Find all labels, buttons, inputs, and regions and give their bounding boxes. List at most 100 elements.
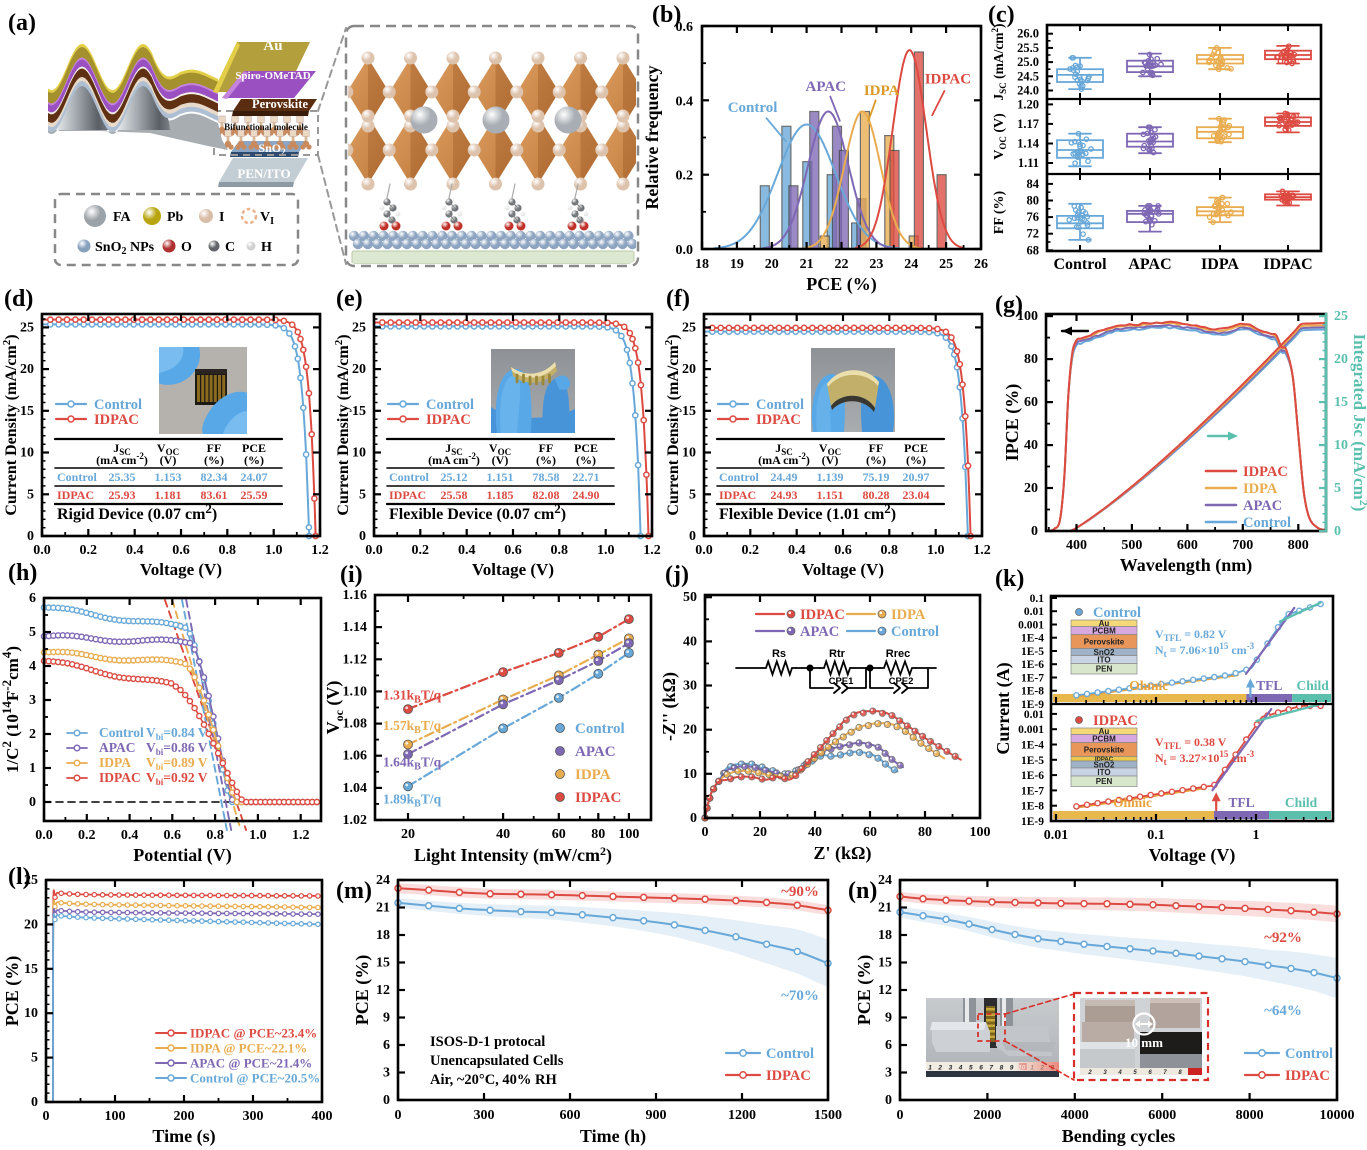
svg-text:1/C2 (1014F-2cm4): 1/C2 (1014F-2cm4) <box>0 646 22 773</box>
svg-text:15: 15 <box>20 404 34 419</box>
svg-text:IDPA: IDPA <box>575 767 611 783</box>
svg-text:21: 21 <box>878 901 892 916</box>
svg-text:0: 0 <box>383 1093 390 1108</box>
svg-text:Control: Control <box>719 470 759 484</box>
svg-text:Control: Control <box>426 397 474 413</box>
svg-text:25.35: 25.35 <box>109 470 136 484</box>
svg-text:23: 23 <box>869 257 883 272</box>
svg-text:0.1: 0.1 <box>1030 593 1045 605</box>
svg-text:Time (s): Time (s) <box>152 1126 215 1147</box>
svg-text:Current Density (mA/cm2): Current Density (mA/cm2) <box>333 334 352 515</box>
svg-text:20.97: 20.97 <box>903 470 930 484</box>
svg-text:24.49: 24.49 <box>771 470 798 484</box>
svg-text:IDPAC: IDPAC <box>94 412 139 428</box>
svg-text:IDPAC: IDPAC <box>719 488 756 502</box>
svg-text:600: 600 <box>1177 538 1198 553</box>
svg-text:Control: Control <box>57 470 97 484</box>
svg-text:Control: Control <box>94 397 142 413</box>
svg-text:Perovskite: Perovskite <box>252 97 308 111</box>
svg-text:O: O <box>181 240 192 255</box>
svg-text:(mA cm-2): (mA cm-2) <box>96 451 148 467</box>
svg-text:Unencapsulated Cells: Unencapsulated Cells <box>430 1053 564 1069</box>
svg-text:IDPAC: IDPAC <box>99 770 141 785</box>
svg-text:1: 1 <box>29 761 36 776</box>
svg-text:0.01: 0.01 <box>1044 828 1069 843</box>
svg-text:Control: Control <box>99 725 144 740</box>
svg-text:(%): (%) <box>866 453 886 467</box>
svg-text:24.93: 24.93 <box>771 488 798 502</box>
svg-text:Perovskite: Perovskite <box>1084 637 1125 646</box>
svg-text:4000: 4000 <box>1061 1108 1089 1123</box>
svg-text:25.5: 25.5 <box>1017 41 1039 55</box>
svg-text:19: 19 <box>730 257 744 272</box>
svg-text:1.0: 1.0 <box>265 543 283 558</box>
svg-text:APAC: APAC <box>99 740 136 755</box>
svg-text:6000: 6000 <box>1148 1108 1176 1123</box>
svg-text:PCE: PCE <box>904 441 928 455</box>
svg-text:0.6: 0.6 <box>172 543 190 558</box>
svg-text:0.01: 0.01 <box>1024 606 1044 618</box>
svg-text:Child: Child <box>1285 795 1318 810</box>
svg-text:25.0: 25.0 <box>1017 55 1039 69</box>
svg-text:(e): (e) <box>336 286 363 312</box>
svg-text:Flexible Device (1.01 cm2): Flexible Device (1.01 cm2) <box>719 501 896 523</box>
svg-text:FF: FF <box>869 441 884 455</box>
svg-text:0.0: 0.0 <box>676 243 694 258</box>
svg-text:600: 600 <box>560 1108 581 1123</box>
svg-text:~70%: ~70% <box>781 988 819 1004</box>
svg-text:100: 100 <box>970 825 991 840</box>
svg-text:400: 400 <box>1066 538 1087 553</box>
svg-text:100: 100 <box>105 1109 126 1124</box>
svg-text:0: 0 <box>702 825 709 840</box>
svg-text:80: 80 <box>591 827 605 842</box>
svg-text:25: 25 <box>24 873 38 888</box>
svg-text:Light Intensity (mW/cm2): Light Intensity (mW/cm2) <box>414 844 612 866</box>
svg-text:7: 7 <box>1163 1070 1167 1076</box>
svg-text:IPCE (%): IPCE (%) <box>1002 384 1023 462</box>
svg-text:26: 26 <box>974 257 988 272</box>
svg-text:PCBM: PCBM <box>1092 626 1116 635</box>
svg-text:1E-7: 1E-7 <box>1021 673 1044 685</box>
svg-text:1.20: 1.20 <box>1017 97 1039 111</box>
svg-text:1.64kBT/q: 1.64kBT/q <box>383 754 442 772</box>
svg-text:(b): (b) <box>652 2 681 28</box>
svg-text:ISOS-D-1 protocal: ISOS-D-1 protocal <box>430 1034 545 1050</box>
svg-text:PEN: PEN <box>1096 665 1113 674</box>
svg-text:0.6: 0.6 <box>834 543 852 558</box>
svg-text:0: 0 <box>395 1108 402 1123</box>
svg-text:25.59: 25.59 <box>241 488 268 502</box>
svg-text:1.14: 1.14 <box>343 620 368 635</box>
svg-text:1.2: 1.2 <box>311 543 329 558</box>
svg-text:(l): (l) <box>8 864 31 890</box>
svg-text:1.139: 1.139 <box>817 470 844 484</box>
svg-text:3: 3 <box>885 1066 892 1081</box>
svg-text:40: 40 <box>1024 438 1038 453</box>
svg-text:Control: Control <box>1285 1046 1333 1062</box>
svg-text:18: 18 <box>878 928 892 943</box>
svg-text:Relative frequency: Relative frequency <box>642 65 662 209</box>
svg-text:0.6: 0.6 <box>504 543 522 558</box>
svg-text:25.58: 25.58 <box>441 488 468 502</box>
svg-text:25.93: 25.93 <box>109 488 136 502</box>
svg-text:IDPAC: IDPAC <box>575 790 621 806</box>
svg-text:(h): (h) <box>8 560 37 586</box>
svg-text:Control: Control <box>575 721 625 737</box>
svg-text:0.01: 0.01 <box>1024 709 1044 721</box>
svg-text:3: 3 <box>949 1065 953 1072</box>
svg-text:(%): (%) <box>576 453 596 467</box>
svg-text:TFL: TFL <box>1228 795 1254 810</box>
svg-text:IDPAC: IDPAC <box>766 1068 811 1084</box>
svg-text:0.0: 0.0 <box>35 828 53 843</box>
svg-text:Control @ PCE~20.5%: Control @ PCE~20.5% <box>190 1071 320 1086</box>
svg-text:2: 2 <box>1087 1070 1092 1076</box>
svg-text:SnO2 NPs: SnO2 NPs <box>95 240 155 257</box>
svg-text:Spiro-OMeTAD: Spiro-OMeTAD <box>235 70 310 82</box>
svg-text:1.153: 1.153 <box>155 470 182 484</box>
svg-text:1.2: 1.2 <box>643 543 661 558</box>
svg-text:1: 1 <box>1253 828 1260 843</box>
svg-text:80: 80 <box>1027 194 1040 208</box>
svg-text:15: 15 <box>352 404 366 419</box>
svg-text:IDPA @ PCE~22.1%: IDPA @ PCE~22.1% <box>190 1041 307 1056</box>
svg-text:0.4: 0.4 <box>788 543 806 558</box>
svg-text:1E-9: 1E-9 <box>1021 816 1044 828</box>
